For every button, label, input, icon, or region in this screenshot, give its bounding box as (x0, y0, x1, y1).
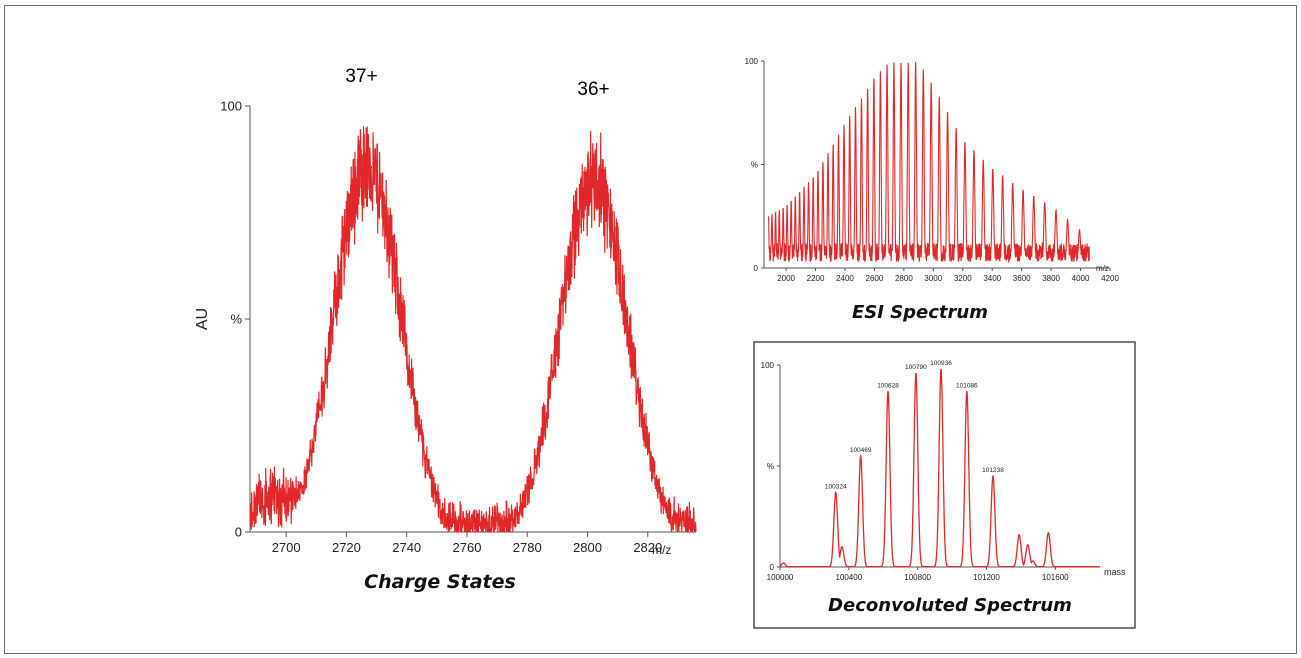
charge-states-x-ticks: 2700 2720 2740 2760 2780 2800 2820 (272, 532, 662, 555)
x-tick-label: 2000 (777, 274, 795, 283)
x-tick-label: 100400 (835, 573, 862, 582)
esi-y-ticks: 100% 0 (745, 57, 764, 273)
charge-states-y-axis-label: AU (194, 308, 211, 330)
charge-state-label: 36+ (577, 79, 609, 100)
x-tick-label: 2800 (573, 540, 602, 555)
peak-mass-label: 100790 (905, 364, 927, 371)
esi-spectrum-trace (767, 62, 1090, 264)
x-tick-label: 101600 (1042, 573, 1069, 582)
esi-x-axis-label: m/z (1096, 264, 1109, 273)
peak-mass-label: 101086 (956, 382, 978, 389)
deconvoluted-x-axis-label: mass (1104, 567, 1126, 577)
x-tick-label: 3000 (924, 274, 942, 283)
x-tick-label: 4200 (1101, 274, 1119, 283)
y-tick-label: 100 (220, 99, 242, 114)
figure-frame (4, 5, 1297, 654)
peak-mass-label: 100324 (825, 483, 847, 490)
x-tick-label: 2720 (332, 540, 361, 555)
x-tick-label: 2800 (895, 274, 913, 283)
y-tick-label: 0 (235, 525, 242, 540)
x-tick-label: 2600 (866, 274, 884, 283)
x-tick-label: 2780 (513, 540, 542, 555)
x-tick-label: 2820 (633, 540, 662, 555)
deconvoluted-x-ticks: 100000 100400 100800 101200 101600 (767, 567, 1069, 582)
charge-state-label: 37+ (345, 66, 377, 87)
charge-states-trace (249, 126, 697, 533)
charge-states-chart: AU 100% 0 2700 2720 2740 2760 2780 2800 2820 m/… (194, 66, 697, 593)
deconvoluted-y-ticks: 100% 0 (761, 361, 780, 572)
x-tick-label: 2200 (807, 274, 825, 283)
charge-state-annotations: 37+ 36+ (345, 66, 609, 100)
charge-states-x-axis-label: m/z (652, 543, 671, 557)
x-tick-label: 3400 (983, 274, 1001, 283)
x-tick-label: 3800 (1042, 274, 1060, 283)
peak-mass-label: 100628 (877, 382, 899, 389)
y-tick-label: 0 (770, 563, 775, 572)
deconvoluted-frame (753, 341, 1136, 629)
peak-mass-label: 100936 (930, 360, 952, 367)
x-tick-label: 100000 (767, 573, 794, 582)
deconvoluted-spectrum-chart: 100% 0 100000 100400 100800 101200 101600 mas… (753, 341, 1136, 629)
y-tick-label: 0 (754, 264, 759, 273)
y-tick-label: 100 (761, 361, 775, 370)
y-tick-label: % (751, 160, 758, 169)
y-tick-label: % (767, 462, 774, 471)
esi-spectrum-chart: 100% 0 2000 2200 2400 2600 2800 3000 3200 3400 36… (745, 57, 1120, 323)
x-tick-label: 2400 (836, 274, 854, 283)
x-tick-label: 3200 (954, 274, 972, 283)
x-tick-label: 3600 (1013, 274, 1031, 283)
x-tick-label: 101200 (973, 573, 1000, 582)
charge-states-caption: Charge States (364, 571, 516, 593)
y-tick-label: 100 (745, 57, 759, 66)
x-tick-label: 2740 (392, 540, 421, 555)
y-tick-label: % (230, 312, 242, 327)
peak-mass-label: 100469 (850, 447, 872, 454)
esi-x-ticks: 2000 2200 2400 2600 2800 3000 3200 3400 3600 3800… (777, 268, 1119, 283)
x-tick-label: 4000 (1072, 274, 1090, 283)
esi-spectrum-caption: ESI Spectrum (852, 302, 988, 323)
x-tick-label: 100800 (904, 573, 931, 582)
deconvoluted-trace (779, 368, 1100, 568)
x-tick-label: 2760 (453, 540, 482, 555)
x-tick-label: 2700 (272, 540, 301, 555)
peak-mass-label: 101238 (982, 467, 1004, 474)
charge-states-y-ticks: 100% 0 (220, 99, 250, 540)
deconvoluted-caption: Deconvoluted Spectrum (828, 595, 1072, 616)
